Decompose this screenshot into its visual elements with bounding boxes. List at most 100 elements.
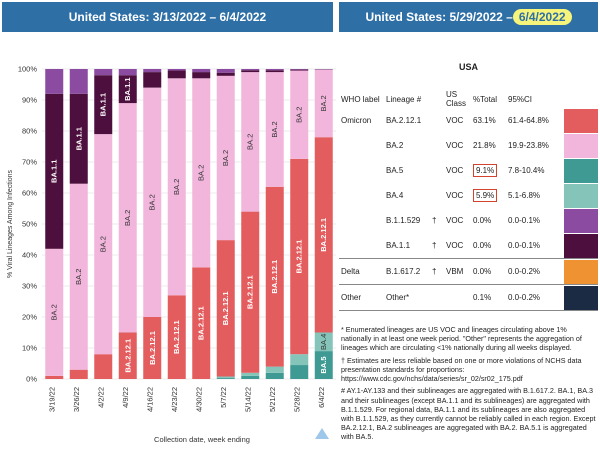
- bar-segment-label: BA.2.12.1: [123, 339, 132, 373]
- lineage-color-swatch: [564, 133, 598, 158]
- bar-segment: [94, 69, 113, 76]
- dagger-cell: †: [432, 267, 437, 276]
- chart-bars: [45, 69, 333, 379]
- bar-segment-label: BA.1.1: [99, 93, 108, 116]
- bar-segment: [216, 378, 235, 379]
- pct-total-cell: 0.0%: [473, 241, 492, 250]
- bar-segment: [241, 72, 260, 212]
- bar-segment-label: BA.1.1: [50, 160, 59, 183]
- lineage-cell: Other*: [386, 293, 410, 302]
- bar-segment-label: BA.2: [270, 121, 279, 137]
- ci-cell: 0.0-0.2%: [508, 267, 541, 276]
- bar-segment-label: BA.2.12.1: [148, 331, 157, 365]
- bar-segment: [290, 69, 309, 71]
- bar-segment-label: BA.2: [148, 194, 157, 210]
- bar-segment: [94, 354, 113, 379]
- x-tick-label: 3/19/22: [47, 387, 56, 412]
- table-row: Other Other* 0.1% 0.0-0.2%: [339, 284, 598, 311]
- table-row: B.1.1.529 † VOC 0.0% 0.0-0.1%: [339, 208, 598, 233]
- x-tick-label: 4/23/22: [170, 387, 179, 412]
- left-chart-banner: United States: 3/13/2022 – 6/4/2022: [2, 2, 333, 32]
- bar-segment: [241, 69, 260, 71]
- who-label-cell: Omicron: [341, 116, 372, 125]
- lineage-cell: BA.5: [386, 166, 404, 175]
- y-tick-label: 40%: [22, 251, 37, 260]
- bar-segment: [216, 376, 235, 379]
- lineage-cell: BA.1.1: [386, 241, 411, 250]
- bar-segment: [118, 69, 137, 76]
- x-tick-label: 4/30/22: [194, 387, 203, 412]
- x-tick-label: 5/14/22: [243, 387, 252, 412]
- bar-segment-label: BA.2.12.1: [246, 275, 255, 309]
- table-row: BA.5 VOC 9.1% 7.8-10.4%: [339, 158, 598, 183]
- bar-segment: [167, 69, 186, 71]
- bar-segment: [265, 366, 284, 373]
- bar-segment: [192, 72, 211, 79]
- footnotes: * Enumerated lineages are US VOC and lin…: [341, 325, 596, 445]
- bar-segment: [69, 69, 88, 94]
- bar-segment: [216, 72, 235, 76]
- bar-segment-label: BA.2: [246, 134, 255, 150]
- lineage-cell: BA.4: [386, 191, 404, 200]
- y-tick-label: 90%: [22, 96, 37, 105]
- bar-segment-label: BA.2: [123, 210, 132, 226]
- bar-segment: [290, 69, 309, 70]
- pct-total-cell: 5.9%: [473, 189, 498, 202]
- bar-segment: [143, 87, 162, 317]
- bar-segment: [265, 372, 284, 379]
- us-class-cell: VOC: [446, 116, 464, 125]
- x-axis-ticks: 3/19/22 3/26/22 4/2/22 4/9/22 4/16/22 4/23/22…: [47, 387, 326, 412]
- bar-segment: [241, 70, 260, 73]
- left-chart-title: United States: 3/13/2022 – 6/4/2022: [68, 10, 267, 24]
- pct-total-cell: 0.0%: [473, 267, 492, 276]
- y-tick-label: 0%: [26, 375, 37, 384]
- footnote-enumerated: * Enumerated lineages are US VOC and lin…: [341, 325, 582, 353]
- y-tick-label: 60%: [22, 189, 37, 198]
- x-tick-label: 6/4/22: [317, 387, 326, 408]
- us-class-cell: VOC: [446, 191, 464, 200]
- who-label-cell: Other: [341, 293, 362, 302]
- ci-cell: 0.0-0.1%: [508, 241, 541, 250]
- table-row: Delta B.1.617.2 † VBM 0.0% 0.0-0.2%: [339, 258, 598, 285]
- table-row: BA.2 VOC 21.8% 19.9-23.8%: [339, 133, 598, 158]
- bar-segment: [216, 240, 235, 377]
- table-row: Omicron BA.2.12.1 VOC 63.1% 61.4-64.8%: [339, 108, 598, 133]
- bar-segment: [241, 372, 260, 376]
- bar-segment-label: BA.1.1: [74, 127, 83, 150]
- bar-segment: [314, 137, 333, 333]
- table-title: USA: [458, 62, 478, 72]
- bar-segment-label: BA.2: [197, 165, 206, 181]
- y-axis-ticks: 0% 10% 20% 30% 40% 50% 60% 70% 80% 90% 100%: [18, 65, 38, 384]
- bar-segment: [265, 69, 284, 71]
- pct-total-cell: 21.8%: [473, 141, 496, 150]
- bar-segment: [167, 295, 186, 379]
- bar-segment-label: BA.1.1: [123, 77, 132, 100]
- pct-total-cell: 0.0%: [473, 216, 492, 225]
- lineage-color-swatch: [564, 183, 598, 208]
- footnote-reliability: † Estimates are less reliable based on o…: [341, 355, 582, 384]
- bar-segment-label: BA.2.12.1: [221, 291, 230, 325]
- ci-cell: 61.4-64.8%: [508, 116, 549, 125]
- us-class-cell: VOC: [446, 216, 464, 225]
- lineage-cell: BA.2: [386, 141, 404, 150]
- header-us-class: US Class: [446, 90, 467, 108]
- ci-cell: 0.0-0.2%: [508, 293, 541, 302]
- bar-segment: [118, 332, 137, 379]
- bar-segment: [167, 70, 186, 79]
- bar-segment: [45, 69, 64, 94]
- bar-segment: [167, 78, 186, 296]
- bar-segment: [192, 69, 211, 73]
- y-tick-label: 10%: [22, 344, 37, 353]
- y-tick-label: 80%: [22, 127, 37, 136]
- header-pct-total: %Total: [473, 94, 498, 104]
- bar-segment: [241, 375, 260, 379]
- x-tick-label: 4/9/22: [121, 387, 130, 408]
- x-tick-label: 5/7/22: [219, 387, 228, 408]
- bar-segment-label: BA.5: [319, 357, 328, 374]
- bar-segment: [265, 72, 284, 187]
- lineage-color-swatch: [564, 208, 598, 233]
- scroll-triangle-icon[interactable]: [315, 428, 329, 439]
- who-label-cell: Delta: [341, 267, 360, 276]
- bar-segment-label: BA.2.12.1: [270, 260, 279, 294]
- ci-cell: 7.8-10.4%: [508, 166, 545, 175]
